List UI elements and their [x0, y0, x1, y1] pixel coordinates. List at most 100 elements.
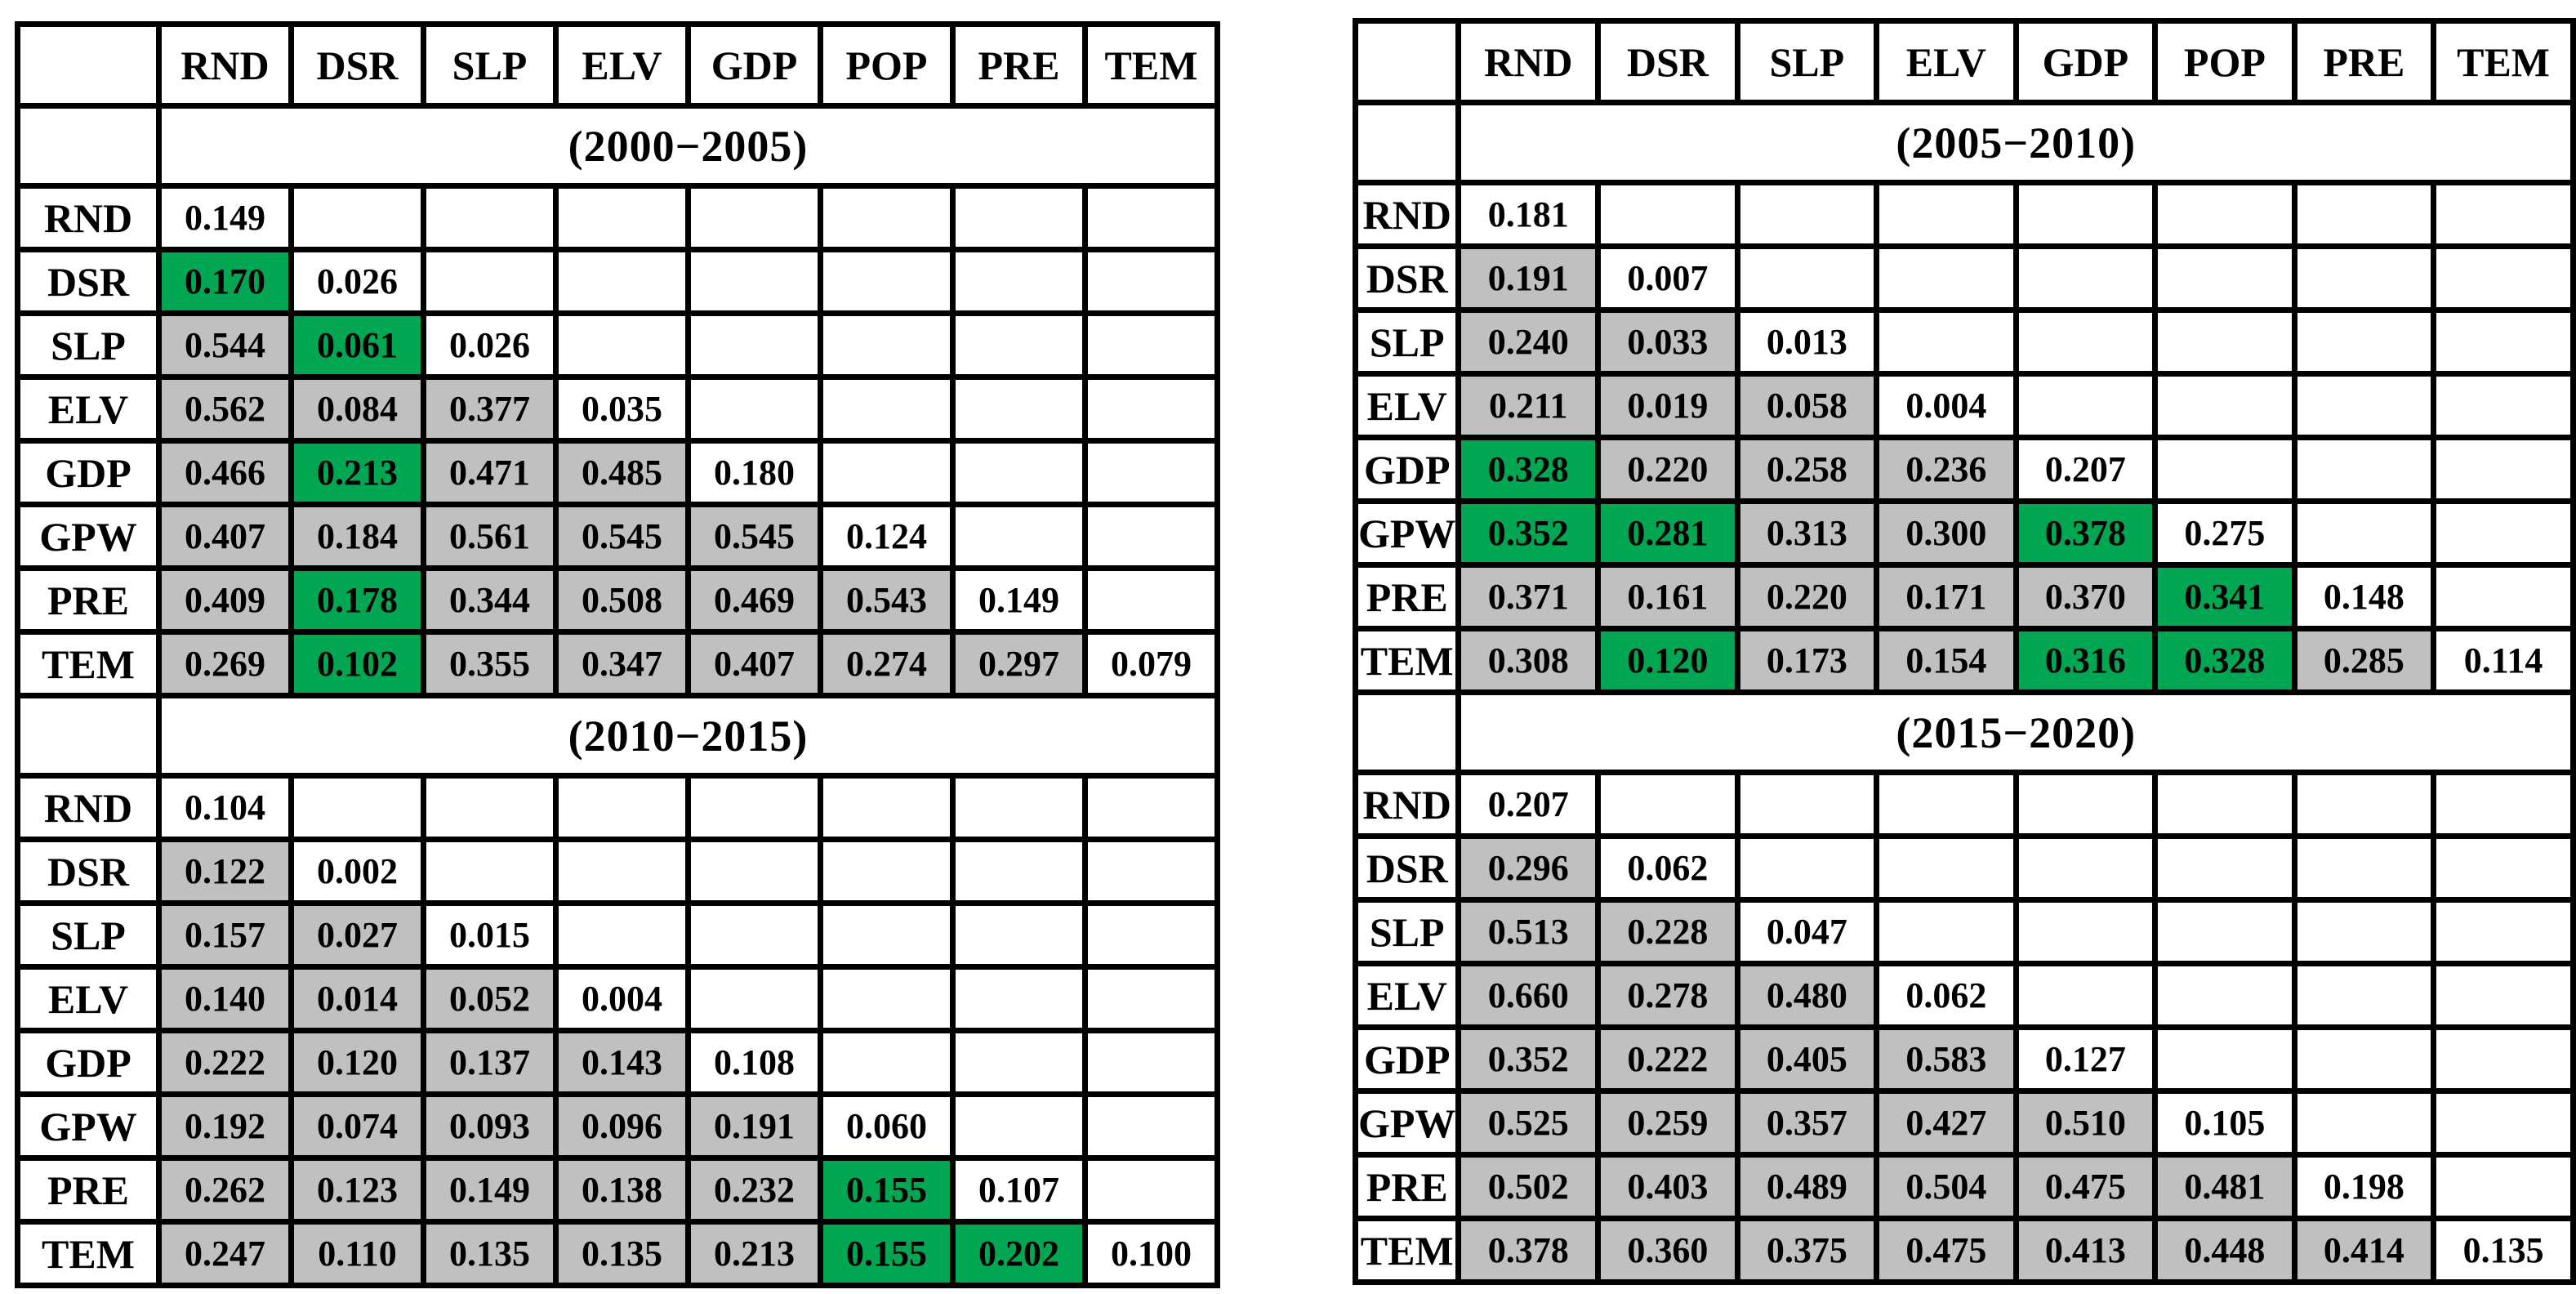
empty-cell: [950, 773, 1088, 842]
matrix-cell: 0.148: [2291, 562, 2437, 631]
matrix-cell: 0.228: [1595, 897, 1740, 966]
empty-cell: [1874, 180, 2019, 249]
empty-cell: [2431, 833, 2576, 903]
matrix-cell: 0.407: [156, 502, 294, 571]
empty-cell: [2012, 833, 2159, 903]
matrix-cell: 0.660: [1455, 961, 1602, 1030]
matrix-cell: 0.108: [685, 1028, 823, 1097]
matrix-cell: 0.114: [2431, 626, 2576, 695]
row-label-GPW: GPW: [1352, 1088, 1462, 1158]
matrix-cell: 0.104: [156, 773, 294, 842]
matrix-cell: 0.545: [553, 502, 691, 571]
matrix-cell: 0.504: [1874, 1152, 2019, 1221]
matrix-cell: 0.297: [950, 629, 1088, 698]
empty-cell: [421, 837, 559, 906]
matrix-cell: 0.213: [685, 1219, 823, 1288]
matrix-cell: 0.211: [1455, 371, 1602, 440]
row-label-GDP: GDP: [15, 1028, 162, 1097]
empty-cell: [553, 837, 691, 906]
empty-cell: [2152, 1024, 2297, 1094]
col-header-SLP: SLP: [1734, 18, 1880, 105]
empty-cell: [553, 773, 691, 842]
empty-cell: [1082, 374, 1220, 444]
matrix-cell: 0.093: [421, 1091, 559, 1161]
matrix-cell: 0.004: [553, 964, 691, 1033]
corner-cell: [15, 103, 162, 189]
empty-cell: [2431, 770, 2576, 839]
empty-cell: [950, 247, 1088, 316]
empty-cell: [1082, 183, 1220, 252]
period-title: (2005−2010): [1455, 100, 2576, 185]
period-title: (2010−2015): [156, 693, 1220, 779]
row-label-RND: RND: [15, 773, 162, 842]
matrix-cell: 0.105: [2152, 1088, 2297, 1158]
empty-cell: [685, 183, 823, 252]
empty-cell: [2431, 1152, 2576, 1221]
matrix-cell: 0.508: [553, 565, 691, 635]
empty-cell: [2012, 770, 2159, 839]
empty-cell: [553, 183, 691, 252]
matrix-cell: 0.004: [1874, 371, 2019, 440]
empty-cell: [553, 247, 691, 316]
empty-cell: [1874, 833, 2019, 903]
empty-cell: [2431, 498, 2576, 568]
matrix-cell: 0.161: [1595, 562, 1740, 631]
empty-cell: [2152, 371, 2297, 440]
empty-cell: [1734, 243, 1880, 313]
matrix-cell: 0.026: [288, 247, 426, 316]
empty-cell: [2431, 243, 2576, 313]
matrix-cell: 0.198: [2291, 1152, 2437, 1221]
col-header-TEM: TEM: [1082, 21, 1220, 109]
matrix-cell: 0.192: [156, 1091, 294, 1161]
matrix-cell: 0.543: [818, 565, 956, 635]
empty-cell: [1874, 770, 2019, 839]
row-label-TEM: TEM: [1352, 1216, 1462, 1285]
row-label-GPW: GPW: [15, 1091, 162, 1161]
matrix-cell: 0.275: [2152, 498, 2297, 568]
row-label-PRE: PRE: [1352, 562, 1462, 631]
empty-cell: [553, 310, 691, 380]
empty-cell: [2152, 833, 2297, 903]
matrix-cell: 0.360: [1595, 1216, 1740, 1285]
empty-cell: [2012, 961, 2159, 1030]
matrix-cell: 0.370: [2012, 562, 2159, 631]
matrix-cell: 0.475: [2012, 1152, 2159, 1221]
row-label-TEM: TEM: [15, 1219, 162, 1288]
matrix-cell: 0.135: [553, 1219, 691, 1288]
empty-cell: [2291, 1024, 2437, 1094]
matrix-cell: 0.427: [1874, 1088, 2019, 1158]
matrix-cell: 0.138: [553, 1155, 691, 1225]
matrix-cell: 0.052: [421, 964, 559, 1033]
empty-cell: [2431, 180, 2576, 249]
row-label-SLP: SLP: [1352, 307, 1462, 377]
matrix-cell: 0.377: [421, 374, 559, 444]
empty-cell: [1595, 180, 1740, 249]
matrix-cell: 0.213: [288, 438, 426, 507]
corner-cell: [15, 21, 162, 109]
empty-cell: [1082, 438, 1220, 507]
matrix-cell: 0.316: [2012, 626, 2159, 695]
matrix-cell: 0.285: [2291, 626, 2437, 695]
empty-cell: [1082, 1091, 1220, 1161]
matrix-cell: 0.281: [1595, 498, 1740, 568]
empty-cell: [950, 438, 1088, 507]
matrix-cell: 0.544: [156, 310, 294, 380]
matrix-cell: 0.149: [421, 1155, 559, 1225]
row-label-SLP: SLP: [15, 310, 162, 380]
empty-cell: [2431, 371, 2576, 440]
matrix-cell: 0.308: [1455, 626, 1602, 695]
empty-cell: [818, 247, 956, 316]
matrix-cell: 0.173: [1734, 626, 1880, 695]
matrix-cell: 0.562: [156, 374, 294, 444]
row-label-TEM: TEM: [15, 629, 162, 698]
matrix-cell: 0.274: [818, 629, 956, 698]
empty-cell: [818, 837, 956, 906]
matrix-cell: 0.510: [2012, 1088, 2159, 1158]
matrix-cell: 0.154: [1874, 626, 2019, 695]
empty-cell: [2152, 307, 2297, 377]
col-header-POP: POP: [2152, 18, 2297, 105]
empty-cell: [421, 773, 559, 842]
matrix-cell: 0.296: [1455, 833, 1602, 903]
empty-cell: [2431, 1024, 2576, 1094]
empty-cell: [1082, 900, 1220, 970]
